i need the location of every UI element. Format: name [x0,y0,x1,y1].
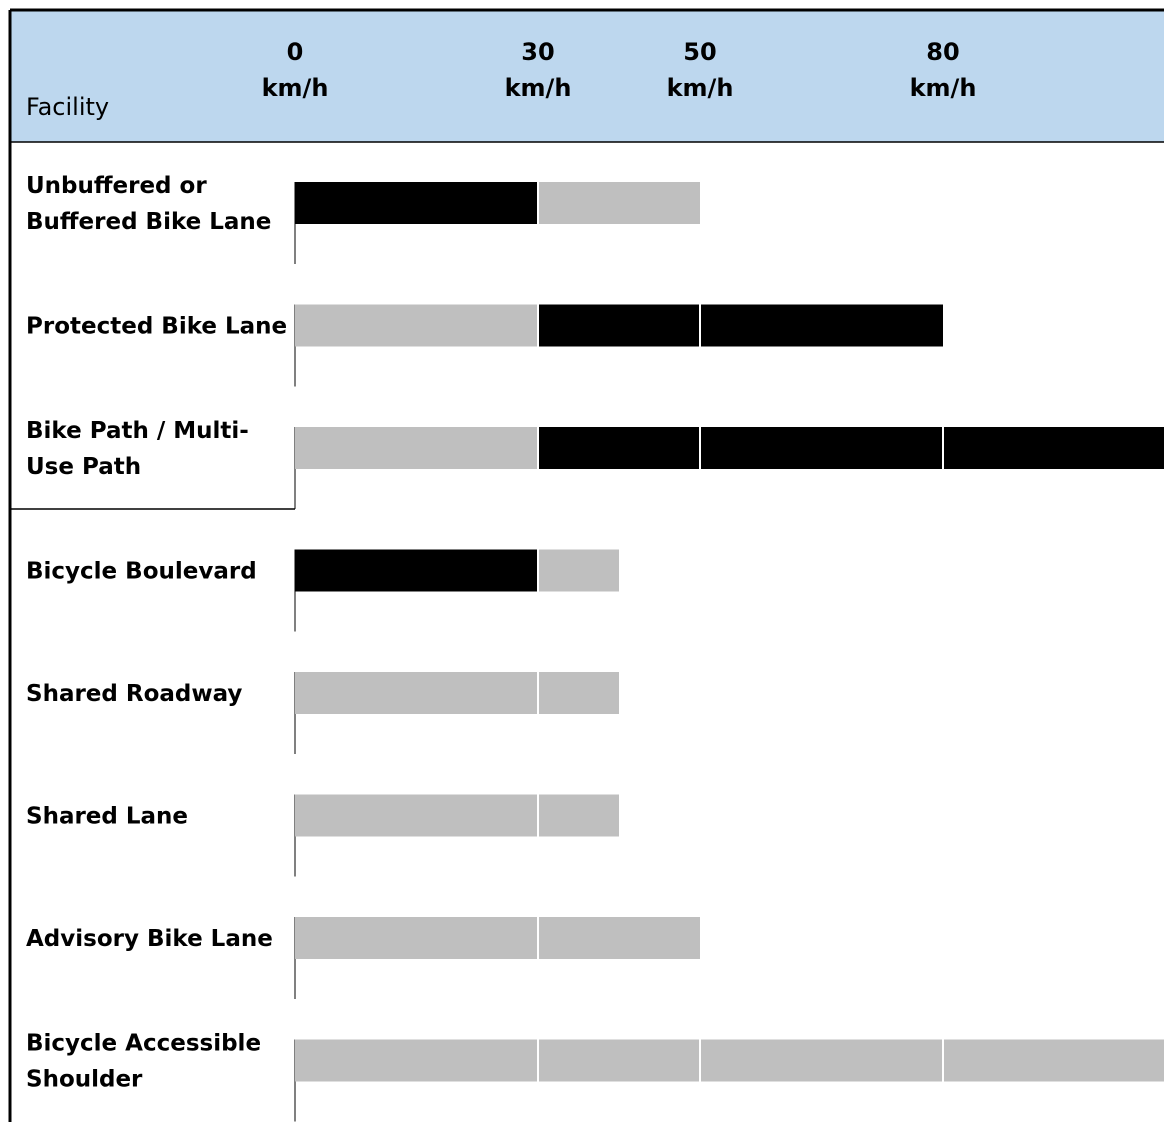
speed-bar-segment-acceptable [295,672,538,714]
facility-label: Shoulder [26,1067,143,1093]
facility-label: Use Path [26,454,141,480]
facility-label: Bicycle Boulevard [26,559,257,585]
speed-bar-segment-acceptable [538,917,700,959]
speed-bar-segment-acceptable [943,1039,1164,1082]
chart-header: Facility 0 km/h 30 km/h 50 km/h 80 km/h [10,8,1164,143]
speed-tick-label: 0 [287,38,304,66]
speed-bar-segment-acceptable [295,917,538,959]
speed-bar-segment-preferred [700,304,943,347]
speed-bar-segment-acceptable [700,1039,943,1082]
facility-label: Bicycle Accessible [26,1031,261,1057]
speed-bar-segment-acceptable [538,182,700,224]
speed-tick-label: 30 [521,38,554,66]
facility-row: Bike Path / Multi- Use Path [26,418,1164,509]
facility-label: Protected Bike Lane [26,314,287,340]
facility-row: Unbuffered or Buffered Bike Lane [26,173,700,264]
facility-label: Unbuffered or [26,173,207,199]
speed-bar-segment-acceptable [295,304,538,347]
speed-bar-segment-preferred [943,427,1164,469]
speed-bar-segment-preferred [295,549,538,592]
chart-rows: Unbuffered or Buffered Bike Lane Protected… [10,173,1164,1122]
facility-column-header: Facility [26,93,109,121]
speed-bar-segment-preferred [295,182,538,224]
facility-label: Bike Path / Multi- [26,418,249,444]
facility-row: Protected Bike Lane [26,304,943,387]
facility-label: Shared Lane [26,804,188,830]
speed-bar-segment-preferred [700,427,943,469]
speed-tick-label: 50 [683,38,716,66]
speed-bar-segment-preferred [538,304,700,347]
speed-unit-label: km/h [667,74,734,102]
facility-row: Bicycle Boulevard [26,549,619,632]
speed-unit-label: km/h [262,74,329,102]
speed-tick-label: 80 [926,38,959,66]
speed-bar-segment-acceptable [295,427,538,469]
facility-label: Advisory Bike Lane [26,926,273,952]
facility-row: Shared Lane [26,794,619,877]
facility-label: Shared Roadway [26,681,242,707]
header-background [10,10,1164,142]
speed-unit-label: km/h [505,74,572,102]
facility-row: Shared Roadway [26,672,619,754]
speed-unit-label: km/h [910,74,977,102]
speed-bar-segment-acceptable [538,672,619,714]
speed-bar-segment-acceptable [538,794,619,837]
speed-bar-segment-acceptable [295,1039,538,1082]
speed-bar-segment-acceptable [538,549,619,592]
speed-bar-segment-preferred [538,427,700,469]
facility-label: Buffered Bike Lane [26,209,271,235]
facility-row: Advisory Bike Lane [26,917,700,999]
speed-bar-segment-acceptable [295,794,538,837]
facility-row: Bicycle Accessible Shoulder [26,1031,1164,1122]
speed-bar-segment-acceptable [538,1039,700,1082]
